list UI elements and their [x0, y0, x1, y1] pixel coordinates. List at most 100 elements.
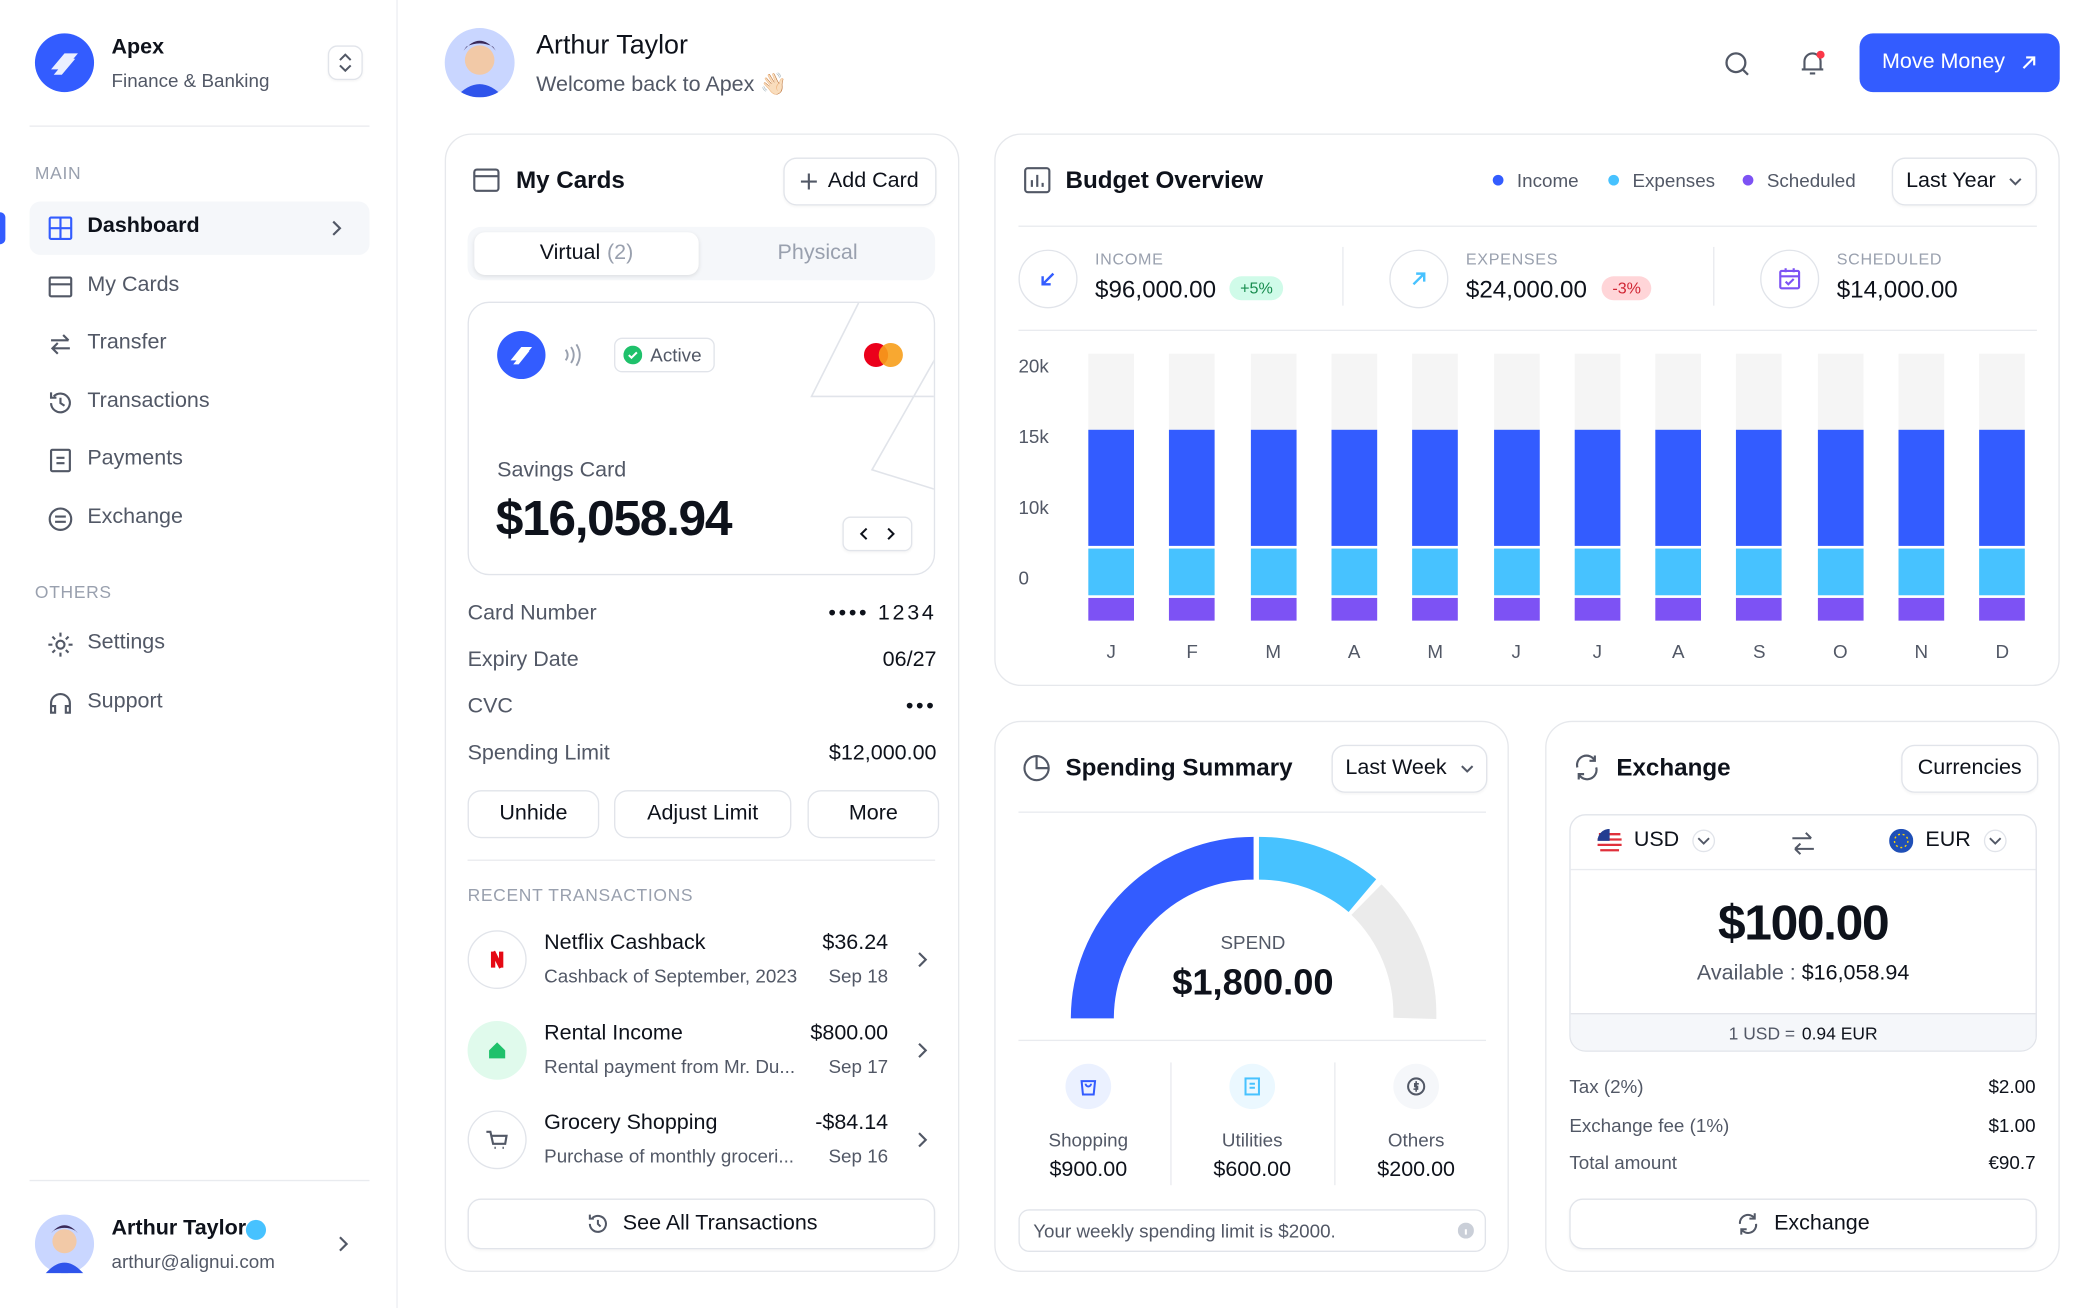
nav-item[interactable]: My Cards [87, 273, 180, 296]
tx-icon [467, 1110, 527, 1170]
bar-income [1817, 429, 1864, 546]
to-currency[interactable]: EUR [1889, 828, 2007, 853]
active-indicator [0, 212, 6, 245]
workspace-switch[interactable] [327, 45, 363, 81]
exchange-button[interactable]: Exchange [1569, 1198, 2037, 1250]
tx-amount: $36.24 [822, 931, 889, 955]
search-icon[interactable] [1722, 49, 1752, 78]
card-balance: $16,058.94 [495, 491, 733, 546]
icon [48, 276, 73, 297]
notification-icon[interactable] [1798, 48, 1828, 77]
period-select[interactable]: Last Week [1331, 744, 1488, 793]
nav-item[interactable]: Dashboard [87, 214, 200, 238]
action-button[interactable]: Adjust Limit [614, 790, 792, 839]
section-label: MAIN [34, 162, 82, 183]
action-button[interactable]: Unhide [467, 790, 600, 839]
x-tick-label: J [1511, 640, 1521, 663]
bar-expenses [1412, 548, 1459, 596]
nav-item[interactable]: Transactions [87, 389, 210, 413]
tab[interactable]: Physical [705, 232, 929, 275]
category-amount: $200.00 [1377, 1158, 1456, 1182]
bar-expenses [1250, 548, 1297, 596]
available: Available : $16,058.94 [1571, 962, 2036, 986]
from-currency[interactable]: USD [1597, 828, 1716, 853]
nav-item[interactable]: Transfer [87, 331, 167, 354]
y-tick-label: 15k [1018, 425, 1049, 448]
bar-expenses [1169, 548, 1216, 596]
spending-gauge [1070, 836, 1437, 1019]
fee-label: Total amount [1569, 1151, 1678, 1174]
bar-expenses [1736, 548, 1783, 596]
panel-title: My Cards [515, 166, 625, 194]
header-avatar [444, 28, 515, 98]
icon [49, 449, 71, 473]
period-select[interactable]: Last Year [1891, 157, 2037, 206]
tab[interactable]: Virtual (2) [474, 232, 699, 275]
x-tick-label: D [1995, 640, 2010, 663]
card-label: Savings Card [497, 459, 627, 482]
bar-scheduled [1250, 597, 1297, 621]
bar-scheduled [1331, 597, 1378, 621]
icon [918, 1042, 928, 1058]
bar-income [1979, 429, 2026, 546]
bar-scheduled [1817, 597, 1864, 621]
bar-expenses [1898, 548, 1945, 596]
rate-left: 1 USD = [1728, 1023, 1796, 1044]
icon [1244, 1077, 1260, 1096]
nav-item[interactable]: Settings [87, 631, 166, 655]
rate: 1 USD = 0.94 EUR [1570, 1013, 2036, 1051]
legend-dot [1742, 174, 1754, 186]
chevron[interactable] [336, 1235, 352, 1254]
button-label: Add Card [827, 169, 919, 193]
bar-expenses [1655, 548, 1702, 596]
contactless-icon [564, 343, 581, 367]
nav-item[interactable]: Payments [87, 447, 183, 471]
x-tick-label: M [1427, 640, 1444, 663]
divider [1342, 246, 1344, 306]
legend-label: Expenses [1632, 169, 1716, 191]
bar-bg [1250, 353, 1297, 430]
sidebar: Apex Finance & Banking MAIN Dashboard My … [0, 0, 398, 1308]
action-button[interactable]: More [807, 790, 940, 839]
icon [1779, 268, 1801, 290]
nav-item[interactable]: Support [87, 689, 163, 713]
x-tick-label: O [1832, 640, 1848, 663]
fee-label: Tax (2%) [1569, 1075, 1644, 1098]
currencies-button[interactable]: Currencies [1901, 744, 2039, 793]
move-money-button[interactable]: Move Money [1859, 33, 2060, 93]
y-tick-label: 20k [1018, 355, 1049, 377]
category-icon [1229, 1063, 1276, 1110]
available-label: Available : [1696, 962, 1796, 986]
card-pager[interactable] [842, 516, 913, 552]
tx-icon [467, 930, 527, 990]
budget-icon [1024, 167, 1051, 194]
detail-value: 06/27 [882, 648, 937, 672]
x-tick-label: J [1592, 640, 1602, 663]
bar-scheduled [1169, 597, 1216, 621]
x-tick-label: N [1914, 640, 1929, 663]
nav-item[interactable]: Exchange [87, 505, 183, 529]
fee-value: $1.00 [1988, 1113, 2036, 1136]
bar-bg [1088, 353, 1134, 430]
see-all-button[interactable]: See All Transactions [467, 1198, 936, 1250]
bar-expenses [1979, 548, 2026, 596]
tx-subtitle: Cashback of September, 2023 [544, 964, 798, 987]
currency-code: USD [1633, 828, 1680, 852]
panel-title: Budget Overview [1065, 166, 1264, 194]
add-card-button[interactable]: Add Card [783, 157, 937, 206]
bar-scheduled [1493, 597, 1540, 621]
select-label: Last Week [1345, 756, 1447, 780]
spend-total: $1,800.00 [1172, 962, 1334, 1003]
budget-panel: Budget Overview Last Year Income Expenses… [994, 133, 2060, 687]
category-name: Others [1387, 1129, 1445, 1151]
category-name: Shopping [1048, 1129, 1129, 1151]
tx-date: Sep 17 [828, 1055, 889, 1077]
bar-income [1088, 429, 1134, 546]
spend-label: SPEND [1220, 931, 1286, 953]
stat-label: INCOME [1095, 249, 1164, 269]
stat-icon [1760, 249, 1820, 309]
button-label: See All Transactions [622, 1211, 818, 1235]
exchange-box: USD EUR $100.00 Available : $16,058.94 1… [1569, 814, 2037, 1052]
